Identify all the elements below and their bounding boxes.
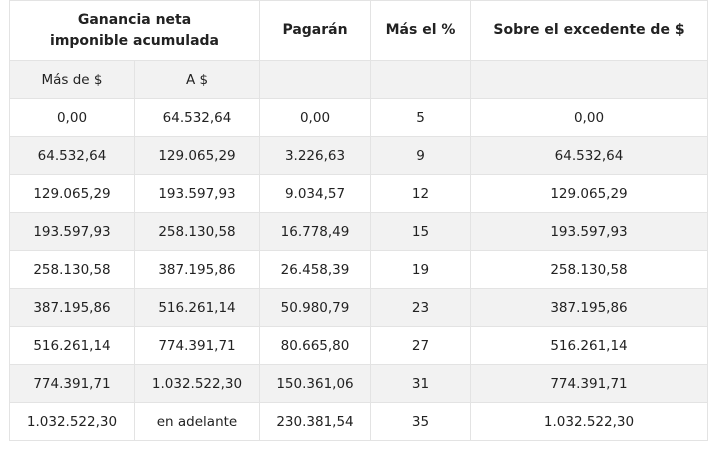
cell-pct: 19 xyxy=(370,250,471,289)
tax-bracket-table-container: Ganancia neta imponible acumulada Pagará… xyxy=(9,0,708,441)
cell-excedente: 129.065,29 xyxy=(470,174,708,213)
cell-pagaran: 150.361,06 xyxy=(259,364,371,403)
table-header: Ganancia neta imponible acumulada Pagará… xyxy=(9,0,708,99)
cell-pagaran: 9.034,57 xyxy=(259,174,371,213)
table-row: 64.532,64 129.065,29 3.226,63 9 64.532,6… xyxy=(9,136,708,175)
cell-excedente: 64.532,64 xyxy=(470,136,708,175)
cell-hasta: 774.391,71 xyxy=(134,326,260,365)
subheader-mas-de: Más de $ xyxy=(9,60,135,99)
subheader-empty-cell xyxy=(470,60,708,99)
cell-excedente: 193.597,93 xyxy=(470,212,708,251)
table-row: 129.065,29 193.597,93 9.034,57 12 129.06… xyxy=(9,174,708,213)
cell-hasta: 516.261,14 xyxy=(134,288,260,327)
table-row: 193.597,93 258.130,58 16.778,49 15 193.5… xyxy=(9,212,708,251)
cell-desde: 774.391,71 xyxy=(9,364,135,403)
subheader-a: A $ xyxy=(134,60,260,99)
header-sobre-excedente: Sobre el excedente de $ xyxy=(470,0,708,61)
table-row: 387.195,86 516.261,14 50.980,79 23 387.1… xyxy=(9,288,708,327)
cell-excedente: 516.261,14 xyxy=(470,326,708,365)
header-ganancia-line1: Ganancia neta xyxy=(77,11,192,28)
tax-bracket-table: Ganancia neta imponible acumulada Pagará… xyxy=(9,0,708,441)
cell-pagaran: 50.980,79 xyxy=(259,288,371,327)
cell-hasta: 1.032.522,30 xyxy=(134,364,260,403)
cell-pagaran: 0,00 xyxy=(259,98,371,137)
header-mas-el-pct: Más el % xyxy=(370,0,471,61)
cell-desde: 193.597,93 xyxy=(9,212,135,251)
table-row: 0,00 64.532,64 0,00 5 0,00 xyxy=(9,98,708,137)
header-pagaran: Pagarán xyxy=(259,0,371,61)
cell-pagaran: 26.458,39 xyxy=(259,250,371,289)
cell-pct: 27 xyxy=(370,326,471,365)
subheader-empty-cell xyxy=(259,60,371,99)
cell-hasta: 258.130,58 xyxy=(134,212,260,251)
cell-pct: 23 xyxy=(370,288,471,327)
cell-pct: 35 xyxy=(370,402,471,441)
header-ganancia-line2: imponible acumulada xyxy=(50,32,219,49)
cell-desde: 1.032.522,30 xyxy=(9,402,135,441)
cell-desde: 64.532,64 xyxy=(9,136,135,175)
table-row: 258.130,58 387.195,86 26.458,39 19 258.1… xyxy=(9,250,708,289)
cell-pct: 15 xyxy=(370,212,471,251)
cell-excedente: 258.130,58 xyxy=(470,250,708,289)
cell-desde: 0,00 xyxy=(9,98,135,137)
table-body: 0,00 64.532,64 0,00 5 0,00 64.532,64 129… xyxy=(9,98,708,441)
cell-pct: 12 xyxy=(370,174,471,213)
cell-pagaran: 16.778,49 xyxy=(259,212,371,251)
cell-excedente: 774.391,71 xyxy=(470,364,708,403)
cell-excedente: 0,00 xyxy=(470,98,708,137)
cell-pagaran: 230.381,54 xyxy=(259,402,371,441)
cell-desde: 258.130,58 xyxy=(9,250,135,289)
cell-hasta: 193.597,93 xyxy=(134,174,260,213)
table-row: 1.032.522,30 en adelante 230.381,54 35 1… xyxy=(9,402,708,441)
cell-desde: 387.195,86 xyxy=(9,288,135,327)
table-row: 516.261,14 774.391,71 80.665,80 27 516.2… xyxy=(9,326,708,365)
header-ganancia-neta: Ganancia neta imponible acumulada xyxy=(9,0,260,61)
cell-hasta: 387.195,86 xyxy=(134,250,260,289)
cell-desde: 516.261,14 xyxy=(9,326,135,365)
cell-hasta: en adelante xyxy=(134,402,260,441)
cell-pct: 9 xyxy=(370,136,471,175)
cell-excedente: 1.032.522,30 xyxy=(470,402,708,441)
cell-pagaran: 80.665,80 xyxy=(259,326,371,365)
header-row: Ganancia neta imponible acumulada Pagará… xyxy=(9,0,708,61)
cell-pct: 5 xyxy=(370,98,471,137)
cell-desde: 129.065,29 xyxy=(9,174,135,213)
cell-excedente: 387.195,86 xyxy=(470,288,708,327)
table-row: 774.391,71 1.032.522,30 150.361,06 31 77… xyxy=(9,364,708,403)
cell-pagaran: 3.226,63 xyxy=(259,136,371,175)
subheader-empty-cell xyxy=(370,60,471,99)
cell-hasta: 129.065,29 xyxy=(134,136,260,175)
cell-hasta: 64.532,64 xyxy=(134,98,260,137)
cell-pct: 31 xyxy=(370,364,471,403)
subheader-row: Más de $ A $ xyxy=(9,60,708,99)
